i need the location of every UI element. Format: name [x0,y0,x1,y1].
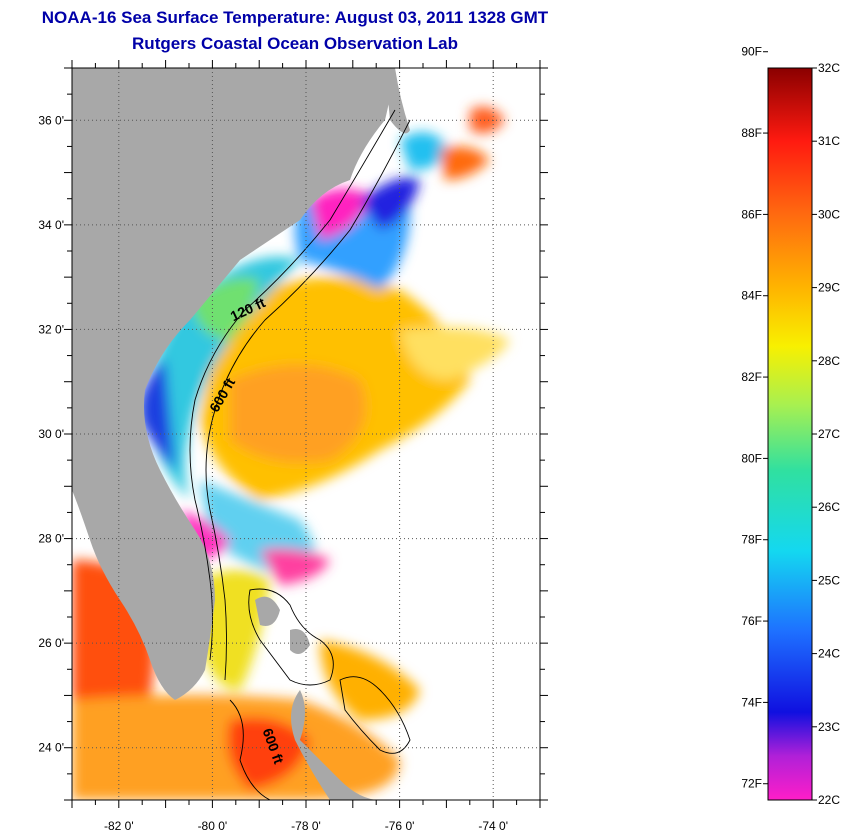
colorbar-c-label: 31C [818,134,840,148]
colorbar-c-label: 32C [818,61,840,75]
lon-axis: -82 0' -80 0' -78 0' -76 0' -74 0' [71,60,541,832]
colorbar-f-label: 90F [741,45,762,59]
colorbar-f-label: 74F [741,695,762,709]
land-cuba [291,690,380,800]
colorbar-f-label: 86F [741,207,762,221]
colorbar-c-label: 30C [818,207,840,221]
colorbar-fahrenheit-labels: 90F 88F 86F 84F 82F 80F 78F 76F 74F 72F [741,45,768,791]
lon-tick-label: -78 0' [291,819,321,832]
land-mainland [72,68,395,700]
lat-tick-label: 28 0' [38,532,64,546]
colorbar-c-label: 23C [818,720,840,734]
lon-tick-label: -74 0' [478,819,508,832]
lon-tick-label: -80 0' [198,819,228,832]
lon-tick-label: -76 0' [385,819,415,832]
colorbar-c-label: 28C [818,354,840,368]
colorbar-f-label: 88F [741,126,762,140]
colorbar-c-label: 25C [818,573,840,587]
colorbar-c-label: 29C [818,281,840,295]
colorbar-f-label: 78F [741,533,762,547]
colorbar-c-label: 26C [818,500,840,514]
lat-tick-label: 32 0' [38,322,64,336]
colorbar-f-label: 82F [741,370,762,384]
land-bahamas [255,596,310,654]
colorbar-celsius-labels: 32C 31C 30C 29C 28C 27C 26C 25C 24C 23C 22C [812,61,840,807]
colorbar-f-label: 84F [741,289,762,303]
lat-tick-label: 26 0' [38,636,64,650]
lat-tick-label: 24 0' [38,741,64,755]
colorbar-f-label: 80F [741,451,762,465]
bathymetry-contours [189,109,411,800]
colorbar-c-label: 24C [818,647,840,661]
lat-tick-label: 36 0' [38,113,64,127]
colorbar-c-label: 22C [818,793,840,807]
lat-tick-label: 34 0' [38,218,64,232]
colorbar-f-label: 76F [741,614,762,628]
lon-tick-label: -82 0' [104,819,134,832]
lat-tick-label: 30 0' [38,427,64,441]
lat-axis: 36 0' 34 0' 32 0' 30 0' 28 0' 26 0' 24 0' [38,67,548,801]
colorbar-scale [767,67,813,801]
colorbar-c-label: 27C [818,427,840,441]
map-title: NOAA-16 Sea Surface Temperature: August … [41,8,549,27]
colorbar-f-label: 72F [741,777,762,791]
map-subtitle: Rutgers Coastal Ocean Observation Lab [132,34,458,53]
